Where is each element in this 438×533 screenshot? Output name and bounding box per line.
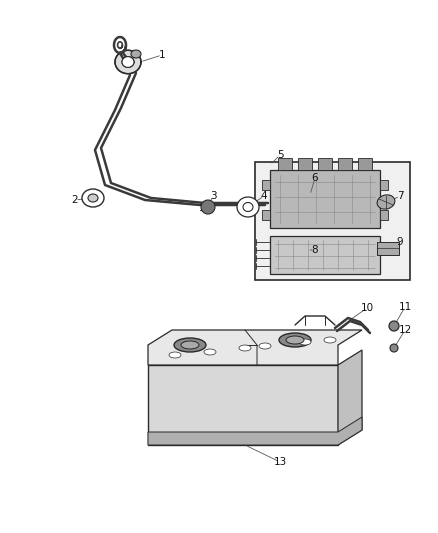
Polygon shape	[148, 365, 338, 445]
Ellipse shape	[279, 333, 311, 347]
Ellipse shape	[324, 337, 336, 343]
Bar	[377, 242, 399, 255]
Ellipse shape	[243, 203, 253, 212]
Polygon shape	[338, 350, 362, 445]
Text: 9: 9	[397, 237, 403, 247]
Text: 3: 3	[210, 191, 216, 201]
Bar	[318, 158, 332, 170]
Ellipse shape	[131, 50, 141, 58]
Text: 8: 8	[312, 245, 318, 255]
Ellipse shape	[115, 50, 141, 74]
Polygon shape	[148, 330, 362, 365]
Bar	[270, 236, 380, 274]
Text: 6: 6	[312, 173, 318, 183]
Bar	[270, 170, 380, 228]
Ellipse shape	[122, 56, 134, 67]
Ellipse shape	[299, 339, 311, 345]
Text: 12: 12	[399, 325, 412, 335]
Bar	[262, 210, 270, 220]
Text: 1: 1	[159, 50, 165, 60]
Polygon shape	[148, 417, 362, 445]
Bar	[380, 210, 388, 220]
Bar	[255, 162, 410, 280]
Text: 11: 11	[399, 302, 412, 312]
Text: 7: 7	[397, 191, 403, 201]
Bar	[338, 158, 352, 170]
Bar	[262, 180, 270, 190]
Ellipse shape	[259, 343, 271, 349]
Text: 10: 10	[360, 303, 374, 313]
Ellipse shape	[169, 352, 181, 358]
Text: 4: 4	[261, 191, 267, 201]
Text: 2: 2	[72, 195, 78, 205]
Ellipse shape	[174, 338, 206, 352]
Ellipse shape	[88, 194, 98, 202]
Ellipse shape	[286, 336, 304, 344]
Ellipse shape	[204, 349, 216, 355]
Bar	[380, 180, 388, 190]
Ellipse shape	[237, 197, 259, 217]
Text: 5: 5	[277, 150, 283, 160]
Ellipse shape	[377, 195, 395, 209]
Ellipse shape	[389, 321, 399, 331]
Bar	[358, 158, 372, 170]
Ellipse shape	[201, 200, 215, 214]
Bar	[298, 158, 312, 170]
Bar	[278, 158, 292, 170]
Ellipse shape	[181, 341, 199, 349]
Ellipse shape	[390, 344, 398, 352]
Text: 13: 13	[273, 457, 286, 467]
Ellipse shape	[82, 189, 104, 207]
Ellipse shape	[239, 345, 251, 351]
